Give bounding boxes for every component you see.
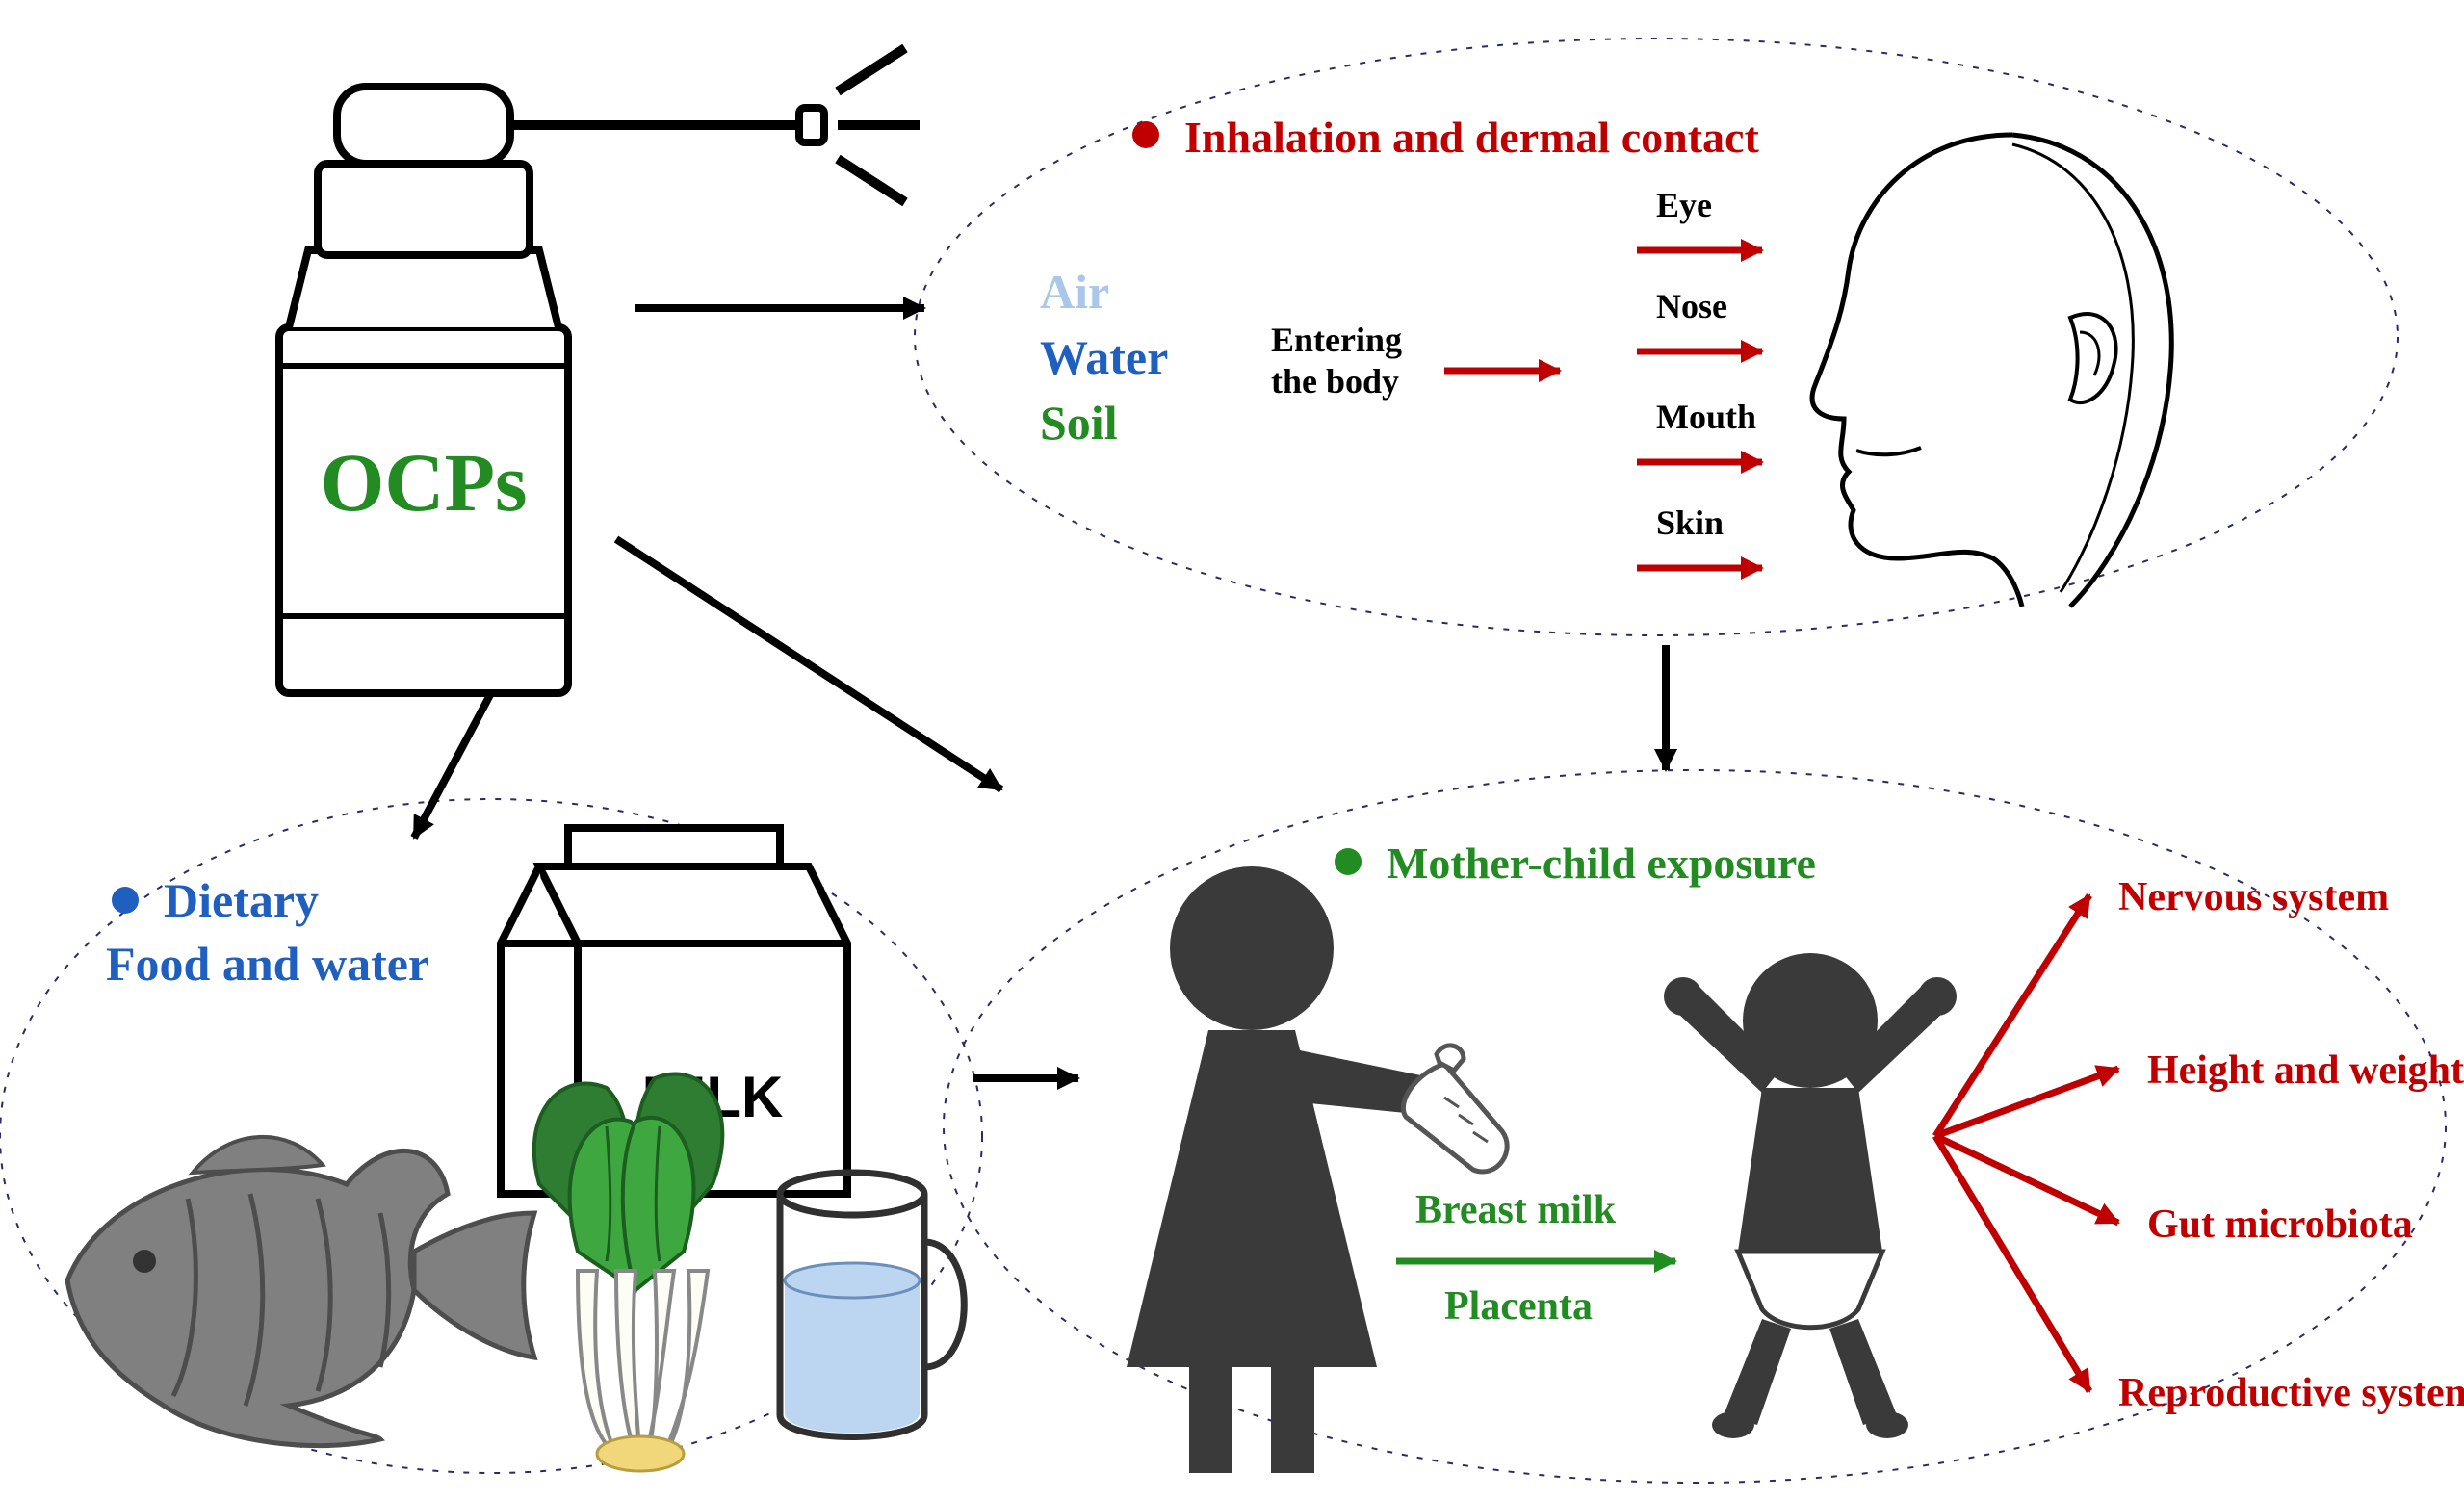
outcome-3: Reproductive system — [2118, 1371, 2464, 1415]
inhalation-panel: Inhalation and dermal contact Air Water Soi… — [1040, 113, 2171, 607]
mother-icon — [1127, 866, 1507, 1473]
route-nose: Nose — [1656, 287, 1727, 325]
media-soil: Soil — [1040, 396, 1118, 450]
ocps-sprayer: OCPs — [279, 48, 920, 693]
transfer-breastmilk: Breast milk — [1415, 1188, 1617, 1232]
arrow-outcome-0 — [1935, 895, 2089, 1136]
baby-icon — [1664, 953, 1957, 1438]
feeding-bottle-icon — [1403, 1046, 1507, 1172]
mother-child-title: Mother-child exposure — [1387, 839, 1816, 888]
water-glass-icon — [780, 1173, 964, 1437]
fish-icon — [67, 1137, 534, 1446]
outcome-1: Height and weight — [2147, 1048, 2464, 1093]
route-eye: Eye — [1656, 186, 1712, 224]
arrow-outcome-1 — [1935, 1069, 2118, 1136]
route-skin: Skin — [1656, 504, 1724, 542]
mother-child-panel: Mother-child exposure Breast milk Placenta… — [1127, 839, 2464, 1473]
route-mouth: Mouth — [1656, 398, 1756, 436]
face-profile-icon — [1812, 135, 2171, 607]
ocps-label: OCPs — [321, 436, 528, 529]
inhalation-title: Inhalation and dermal contact — [1184, 113, 1759, 162]
entering-label-2: the body — [1271, 362, 1399, 401]
arrow-ocps-to-motherchild — [616, 539, 1001, 789]
dietary-title: Dietary — [164, 873, 319, 927]
transfer-placenta: Placenta — [1444, 1284, 1593, 1329]
media-air: Air — [1040, 265, 1109, 319]
dietary-panel: DietaryFood and waterMILK — [67, 828, 964, 1471]
outcome-2: Gut microbiota — [2147, 1202, 2413, 1247]
outcome-0: Nervous system — [2118, 875, 2389, 919]
dietary-subtitle: Food and water — [106, 937, 429, 991]
bokchoy-icon — [534, 1074, 723, 1471]
entering-label-1: Entering — [1271, 321, 1402, 359]
arrow-ocps-to-dietary — [414, 693, 491, 838]
media-water: Water — [1040, 330, 1168, 384]
